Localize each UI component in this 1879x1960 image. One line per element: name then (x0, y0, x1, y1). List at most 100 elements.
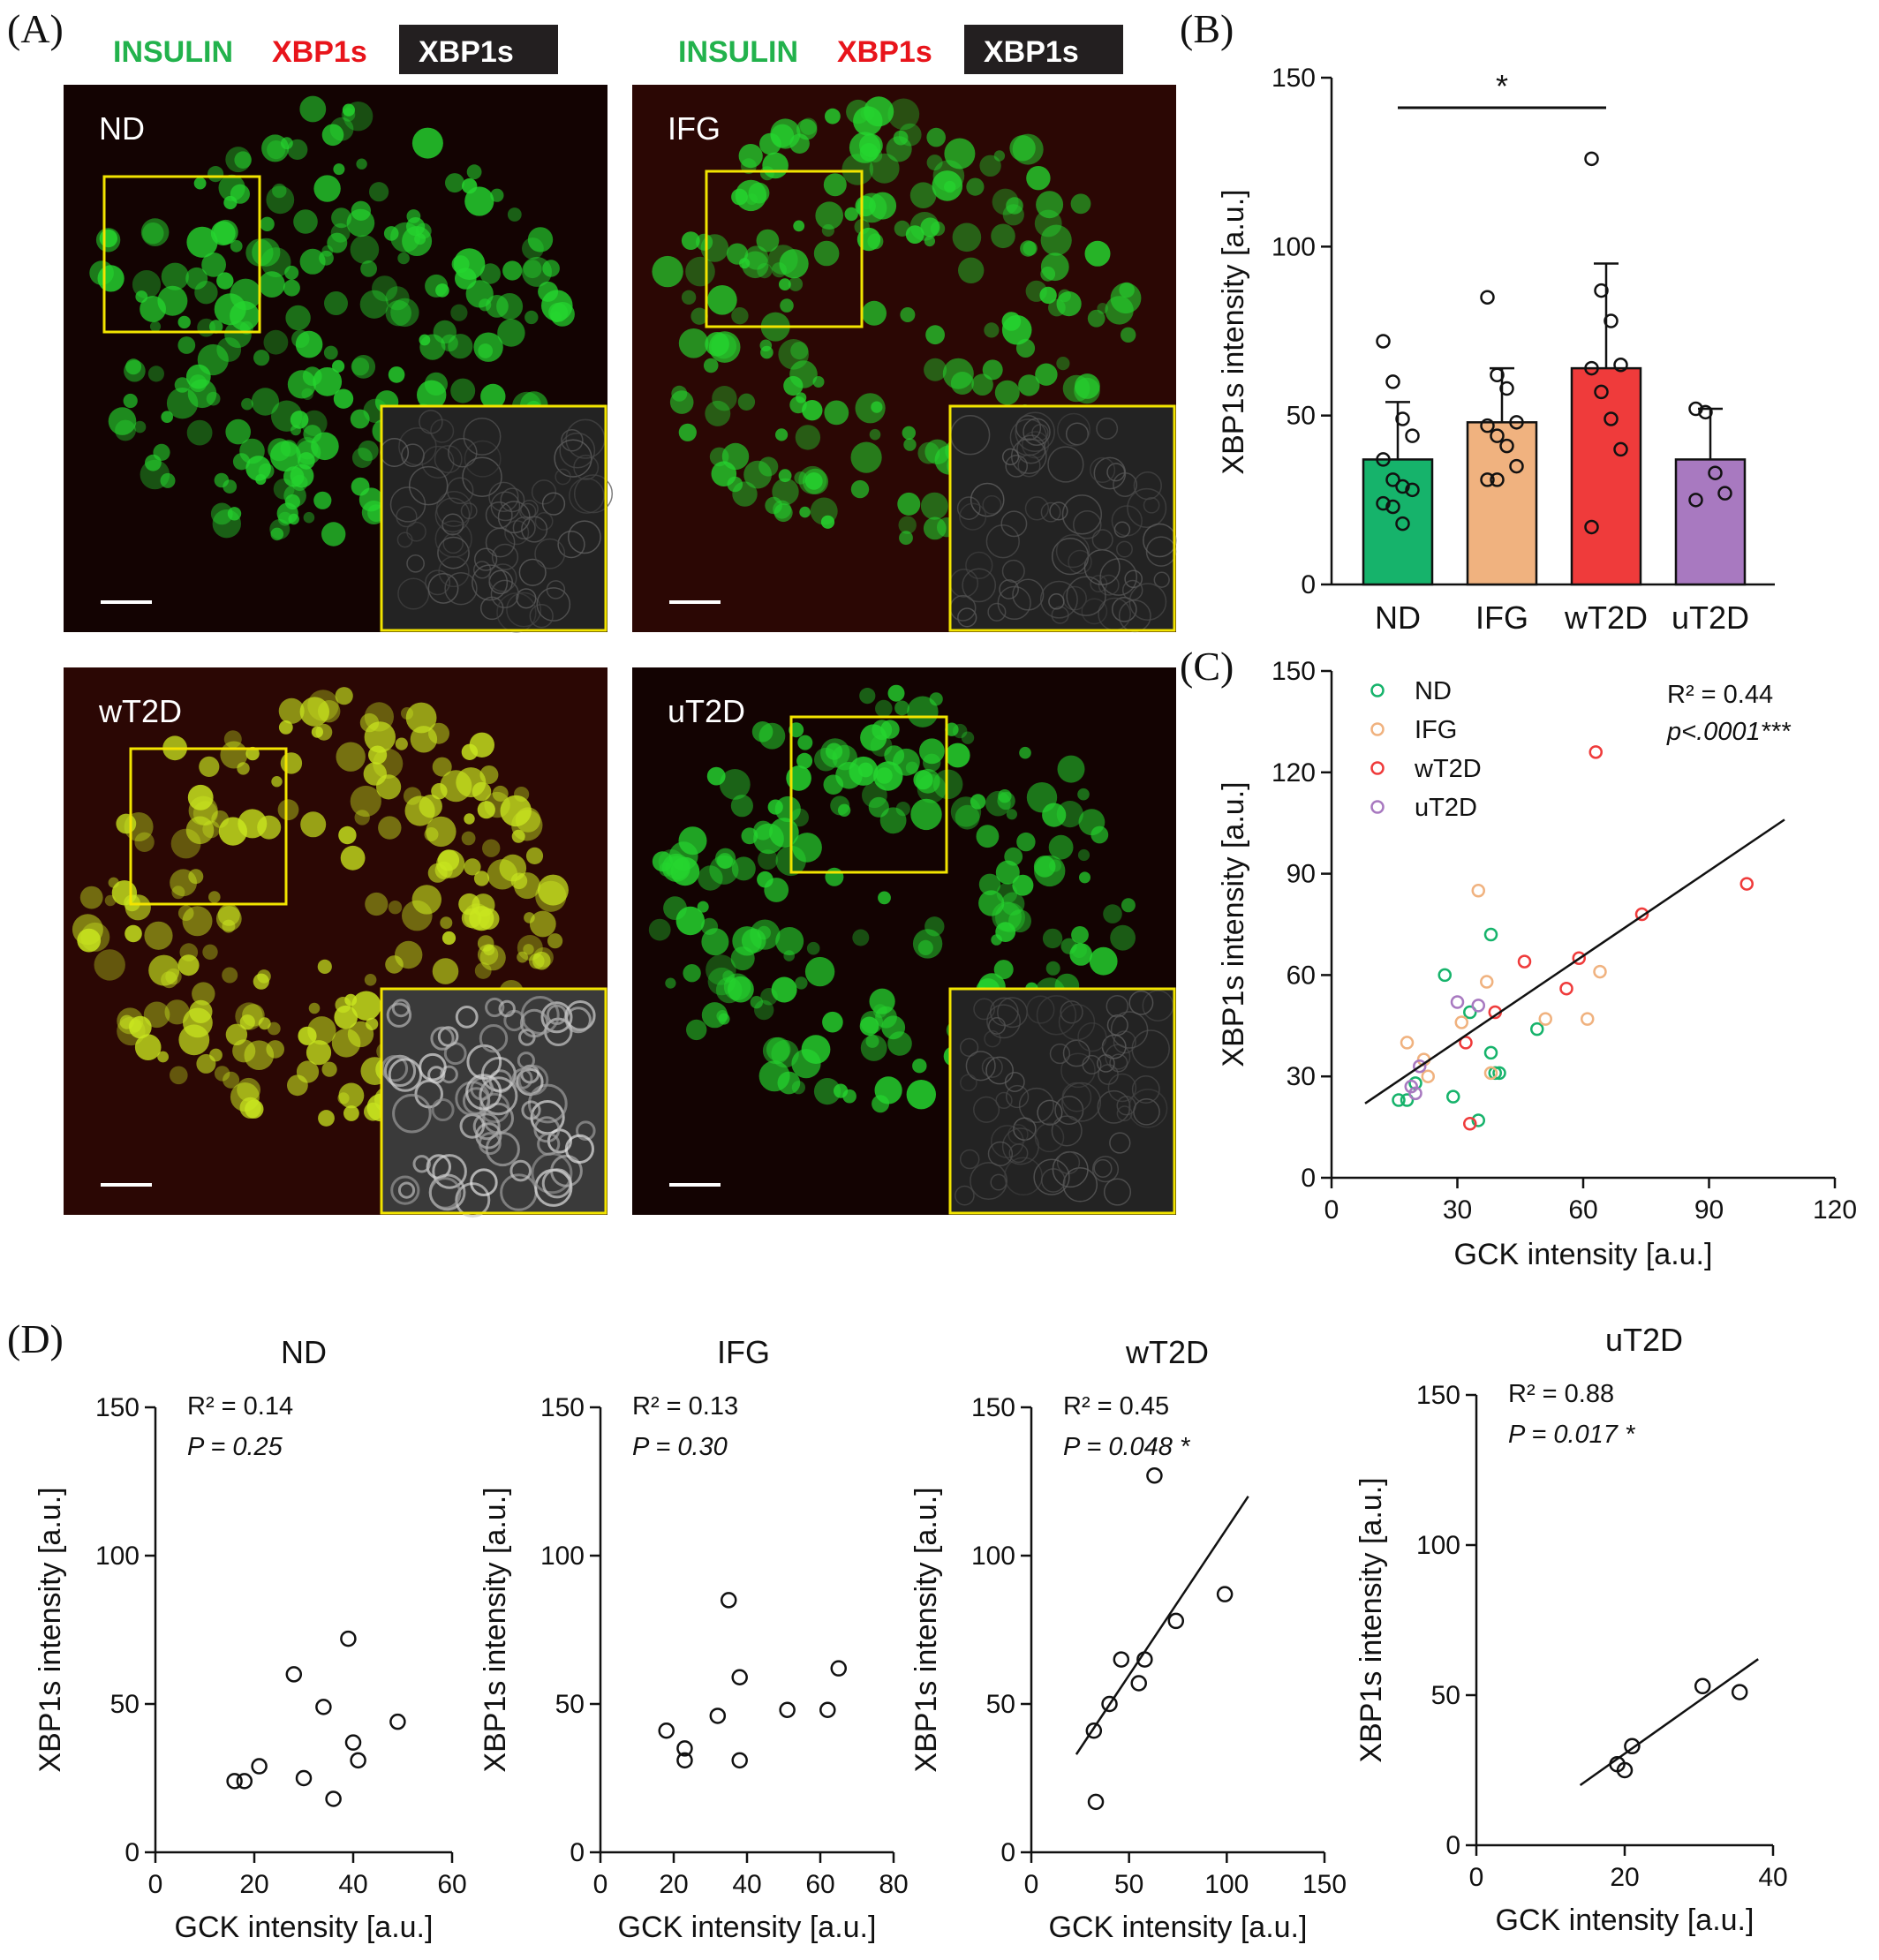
data-point (1483, 1066, 1498, 1081)
x-tick-label: 60 (1568, 1195, 1597, 1225)
islet-cell (235, 1002, 263, 1030)
inset-cell (985, 524, 1020, 559)
y-axis-label: XBP1s intensity [a.u.] (1217, 189, 1250, 474)
grayscale-inset (381, 989, 606, 1213)
islet-cell (365, 892, 389, 916)
islet-cell (991, 934, 1002, 946)
data-point (1624, 1738, 1641, 1755)
inset-cell (427, 572, 459, 604)
islet-cell (944, 138, 976, 170)
islet-cell (878, 891, 891, 905)
y-axis-label: XBP1s intensity [a.u.] (1355, 1477, 1388, 1762)
micrograph-label: ND (99, 110, 145, 147)
islet-cell (171, 886, 185, 900)
inset-cell (1121, 579, 1143, 601)
inset-cell (955, 1185, 975, 1206)
inset-cell (1012, 578, 1045, 611)
islet-cell (390, 298, 419, 328)
inset-cell (533, 1116, 561, 1143)
inset-cell (463, 417, 502, 456)
r-squared-text: R² = 0.14 (187, 1392, 293, 1421)
islet-cell (134, 1034, 162, 1060)
islet-cell (385, 286, 410, 311)
islet-cell (537, 874, 569, 906)
islet-cell (210, 502, 233, 525)
data-point (1438, 968, 1452, 983)
data-point (1499, 381, 1514, 396)
y-tick-label: 60 (1287, 961, 1316, 990)
data-point (1413, 1059, 1427, 1074)
islet-cell (464, 858, 481, 876)
data-point (819, 1701, 836, 1718)
islet-cell (214, 293, 246, 326)
islet-cell (388, 366, 405, 383)
data-point (1471, 1113, 1485, 1127)
scatter-nd: 0 50 100 150 0 20 40 60 ND R² = 0.14 P = 0.25 GCK i… (34, 1334, 467, 1944)
inset-cell (460, 502, 478, 520)
data-point (1694, 1677, 1711, 1695)
islet-cell (1071, 926, 1089, 944)
data-point (1538, 1012, 1552, 1026)
inset-cell (1015, 411, 1055, 452)
islet-cell (1089, 946, 1118, 976)
islet-cell (385, 300, 411, 327)
islet-cell (762, 152, 789, 179)
data-point (1731, 1684, 1748, 1700)
data-point (1483, 1045, 1498, 1060)
islet-cell (313, 175, 341, 202)
islet-cell (912, 1059, 927, 1074)
micrograph-ut2d: uT2D (632, 667, 1176, 1215)
islet-cell (1002, 204, 1024, 226)
p-value-text: P = 0.25 (187, 1433, 283, 1461)
legend-marker (1370, 761, 1385, 775)
islet-cell (356, 158, 367, 170)
islet-cell (306, 1040, 332, 1066)
inset-cell (1001, 448, 1020, 466)
islet-cell (1077, 788, 1090, 801)
inset-cell (1055, 533, 1090, 569)
islet-cell (529, 910, 556, 938)
islet-cell (480, 383, 506, 410)
inset-cell (464, 440, 502, 478)
y-axis-label: XBP1s intensity [a.u.] (479, 1487, 512, 1772)
x-tick-label: 0 (148, 1870, 163, 1899)
islet-cell (514, 872, 540, 900)
inset-cell (438, 555, 470, 588)
inset-cell (432, 1154, 467, 1189)
data-point (1483, 927, 1498, 942)
islet-cell (263, 329, 289, 355)
islet-cell (333, 388, 354, 409)
x-tick-label: 20 (239, 1870, 268, 1899)
islet-cell (193, 177, 207, 190)
inset-cell (1106, 463, 1126, 482)
micrograph-nd: ND (64, 85, 614, 633)
inset-cell (455, 1006, 479, 1029)
data-point (721, 1592, 737, 1609)
islet-cell (523, 944, 534, 955)
islet-cell (758, 722, 786, 750)
islet-cell (327, 232, 348, 253)
r-squared-text: R² = 0.45 (1063, 1392, 1169, 1421)
islet-cell (659, 862, 674, 877)
islet-cell (360, 260, 377, 277)
data-point (1395, 411, 1410, 426)
y-tick-label: 0 (125, 1838, 140, 1867)
islet-cell (411, 885, 441, 915)
islet-cell (887, 684, 905, 702)
inset-cell (500, 487, 525, 513)
inset-cell (390, 1175, 420, 1205)
x-tick-label: 0 (1324, 1195, 1339, 1225)
panel-label-a: (A) (7, 6, 64, 51)
inset-cell (437, 536, 470, 569)
islet-cell (185, 364, 211, 389)
inset-cell (536, 587, 571, 622)
inset-cell (509, 1159, 532, 1182)
islet-cell (869, 428, 881, 441)
legend-entry: IFG (1415, 716, 1457, 744)
inset-cell (1127, 487, 1167, 528)
islet-cell (865, 1034, 879, 1048)
zoom-region-box (102, 175, 261, 334)
islet-cell (291, 425, 301, 436)
inset-cell (397, 1181, 416, 1199)
islet-cell (788, 276, 804, 291)
